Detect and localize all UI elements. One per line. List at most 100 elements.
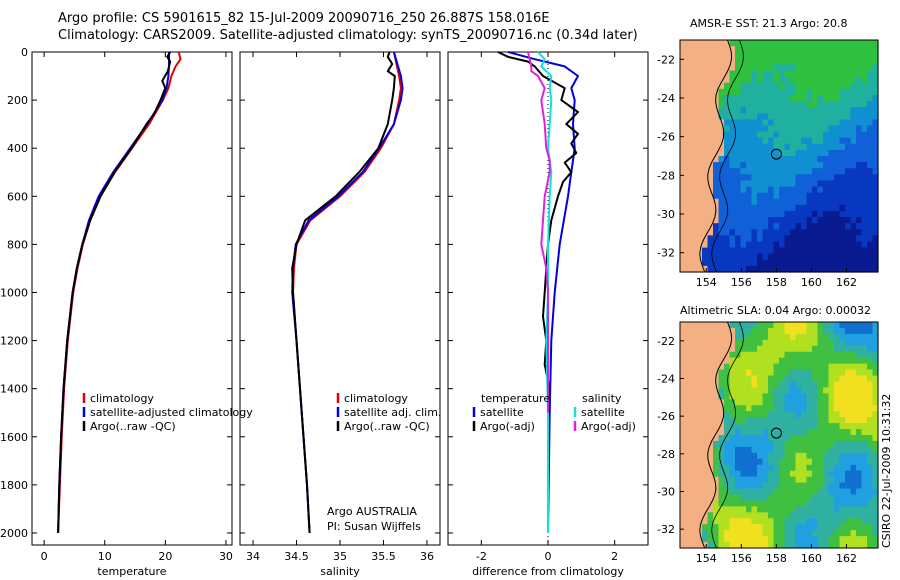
sla-map-cell [861,423,868,430]
sla-map-cell [746,518,753,525]
sla-map-cell [790,518,797,525]
sst-map-cell [746,58,753,66]
sla-map-cell [856,429,863,436]
sla-map-cell [795,429,802,436]
sst-map-cell [784,125,791,133]
sst-map-cell [757,82,764,90]
sst-map-cell [707,46,714,53]
sla-map-cell [872,322,879,329]
sla-map-cell [790,530,797,537]
sst-map-cell [856,52,863,59]
sla-map-cell [872,500,879,507]
sla-map-cell [768,423,775,430]
sla-map-cell [713,458,720,466]
sst-map-cell [702,143,709,151]
sst-map-cell [696,198,703,206]
sla-map-cell [740,476,747,484]
sla-map-cell [850,381,857,389]
sla-map-cell [872,423,879,430]
sla-map-cell [828,435,835,442]
sla-map-cell [718,333,725,341]
sst-map-cell [867,241,874,249]
sla-map-cell [713,536,720,543]
sst-map-cell [724,241,731,249]
sla-map-cell [812,458,819,466]
sst-map-cell [685,223,692,230]
sla-map-cell [806,357,813,365]
sst-map-cell [746,113,753,120]
sst-map-cell [850,82,857,90]
sst-map-cell [768,131,775,139]
sst-map-cell [685,204,692,212]
sst-map-cell [828,265,835,273]
sla-map-cell [740,446,747,454]
sst-map-cell [872,241,879,249]
sst-map-cell [784,168,791,175]
sla-map-cell [845,369,852,377]
sst-map-cell [839,113,846,120]
sst-map-cell [696,70,703,78]
sst-map-cell [784,88,791,96]
sla-map-cell [867,381,874,389]
sla-map-cell [812,524,819,531]
sst-map-cell [691,94,698,102]
sla-map-cell [762,435,769,442]
sla-map-cell [801,411,808,418]
sst-map-cell [735,259,742,267]
sla-map-cell [795,500,802,507]
sst-map-cell [768,265,775,273]
sla-map-cell [850,476,857,484]
sst-map-cell [768,186,775,194]
sst-map-cell [801,76,808,84]
sst-map-cell [812,107,819,114]
sst-map-cell [696,235,703,243]
sla-map-cell [850,530,857,537]
sst-map-cell [724,64,731,72]
sst-map-cell [685,149,692,157]
sla-map-cell [845,405,852,412]
sst-map-cell [735,204,742,212]
sst-map-cell [757,58,764,66]
sst-map-cell [779,143,786,151]
sla-map-cell [812,536,819,543]
sst-map-cell [823,131,830,139]
sst-map-cell [740,192,747,200]
depth-tick-label: 800 [7,238,28,251]
sla-map-cell [685,345,692,353]
sst-map-cell [806,101,813,108]
sla-map-cell [850,446,857,454]
sst-map-cell [784,131,791,139]
sla-map-cell [839,322,846,329]
sst-map-cell [691,64,698,72]
sst-map-cell [828,192,835,200]
sst-map-cell [872,137,879,145]
sst-map-cell [735,143,742,151]
sla-map-cell [685,322,692,329]
sla-map-cell [872,411,879,418]
sla-map-cell [845,494,852,502]
sla-map-cell [762,363,769,371]
sst-map-cell [740,186,747,194]
sst-map-cell [784,174,791,182]
sst-map-cell [795,198,802,206]
sla-map-cell [680,500,687,507]
sla-map-cell [806,411,813,418]
sst-map-cell [856,131,863,139]
sst-map-cell [806,149,813,157]
sst-map-cell [685,235,692,243]
sst-map-cell [845,229,852,236]
sla-map-cell [845,423,852,430]
sst-map-cell [713,64,720,72]
sst-map-cell [779,192,786,200]
sst-map-title: AMSR-E SST: 21.3 Argo: 20.8 [690,17,848,30]
sst-map-cell [768,217,775,224]
sla-map-cell [828,464,835,472]
sst-map-cell [823,192,830,200]
sla-map-cell [790,440,797,448]
sst-map-cell [784,82,791,90]
sst-map-cell [696,149,703,157]
salinity-xtick-label: 35.5 [371,550,396,563]
sst-map-cell [707,88,714,96]
sla-map-cell [867,440,874,448]
sst-map-cell [823,259,830,267]
